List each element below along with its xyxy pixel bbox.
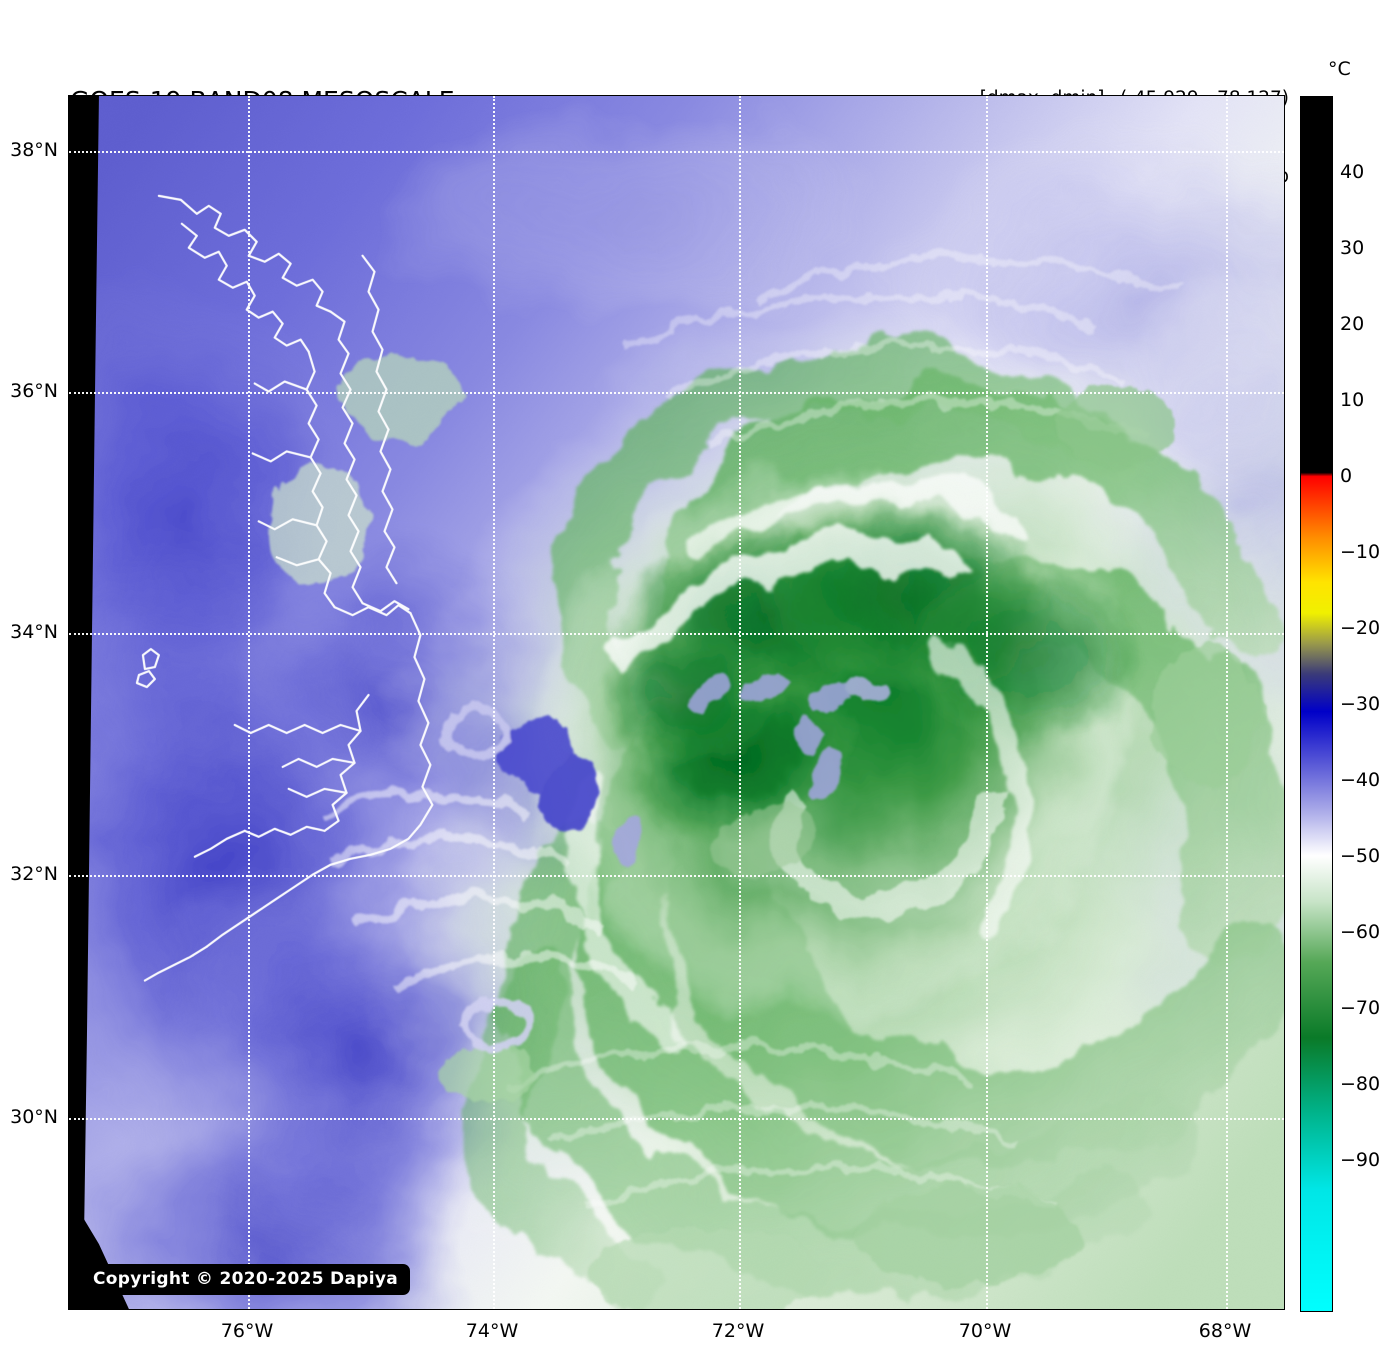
copyright-watermark: Copyright © 2020-2025 Dapiya <box>81 1264 410 1295</box>
colorbar-tick-label: −70 <box>1340 997 1381 1019</box>
x-tick-label: 72°W <box>711 1320 765 1342</box>
colorbar-tick-label: −90 <box>1340 1149 1381 1171</box>
x-tick-label: 68°W <box>1198 1320 1252 1342</box>
colorbar-tick-label: −30 <box>1340 693 1381 715</box>
y-tick-label: 36°N <box>10 380 58 402</box>
y-tick-label: 34°N <box>10 621 58 643</box>
y-tick-label: 32°N <box>10 863 58 885</box>
colorbar-tick-label: −20 <box>1340 617 1381 639</box>
x-tick-label: 74°W <box>465 1320 519 1342</box>
colorbar[interactable]: 40 30 20 10 0 −10 −20 −30 −40 −50 −60 −70 −80 −90 <box>1300 96 1380 1312</box>
colorbar-tick-label: 10 <box>1340 389 1365 411</box>
x-tick-label: 76°W <box>220 1320 274 1342</box>
colorbar-tick-label: 0 <box>1340 465 1353 487</box>
colorbar-tick-label: 30 <box>1340 237 1365 259</box>
colorbar-tick-label: 40 <box>1340 161 1365 183</box>
colorbar-tick-label: −40 <box>1340 769 1381 791</box>
x-tick-label: 70°W <box>958 1320 1012 1342</box>
colorbar-tick-label: −50 <box>1340 845 1381 867</box>
colorbar-gradient <box>1301 97 1332 1311</box>
y-tick-label: 30°N <box>10 1106 58 1128</box>
colorbar-tick-label: −60 <box>1340 921 1381 943</box>
y-tick-label: 38°N <box>10 139 58 161</box>
colorbar-unit-label: °C <box>1328 58 1351 80</box>
colorbar-gradient-frame <box>1300 96 1333 1312</box>
satellite-image-plot[interactable]: Copyright © 2020-2025 Dapiya <box>68 95 1285 1310</box>
colorbar-tick-label: −10 <box>1340 541 1381 563</box>
colorbar-tick-label: −80 <box>1340 1073 1381 1095</box>
satellite-imagery <box>69 96 1284 1309</box>
colorbar-tick-label: 20 <box>1340 313 1365 335</box>
